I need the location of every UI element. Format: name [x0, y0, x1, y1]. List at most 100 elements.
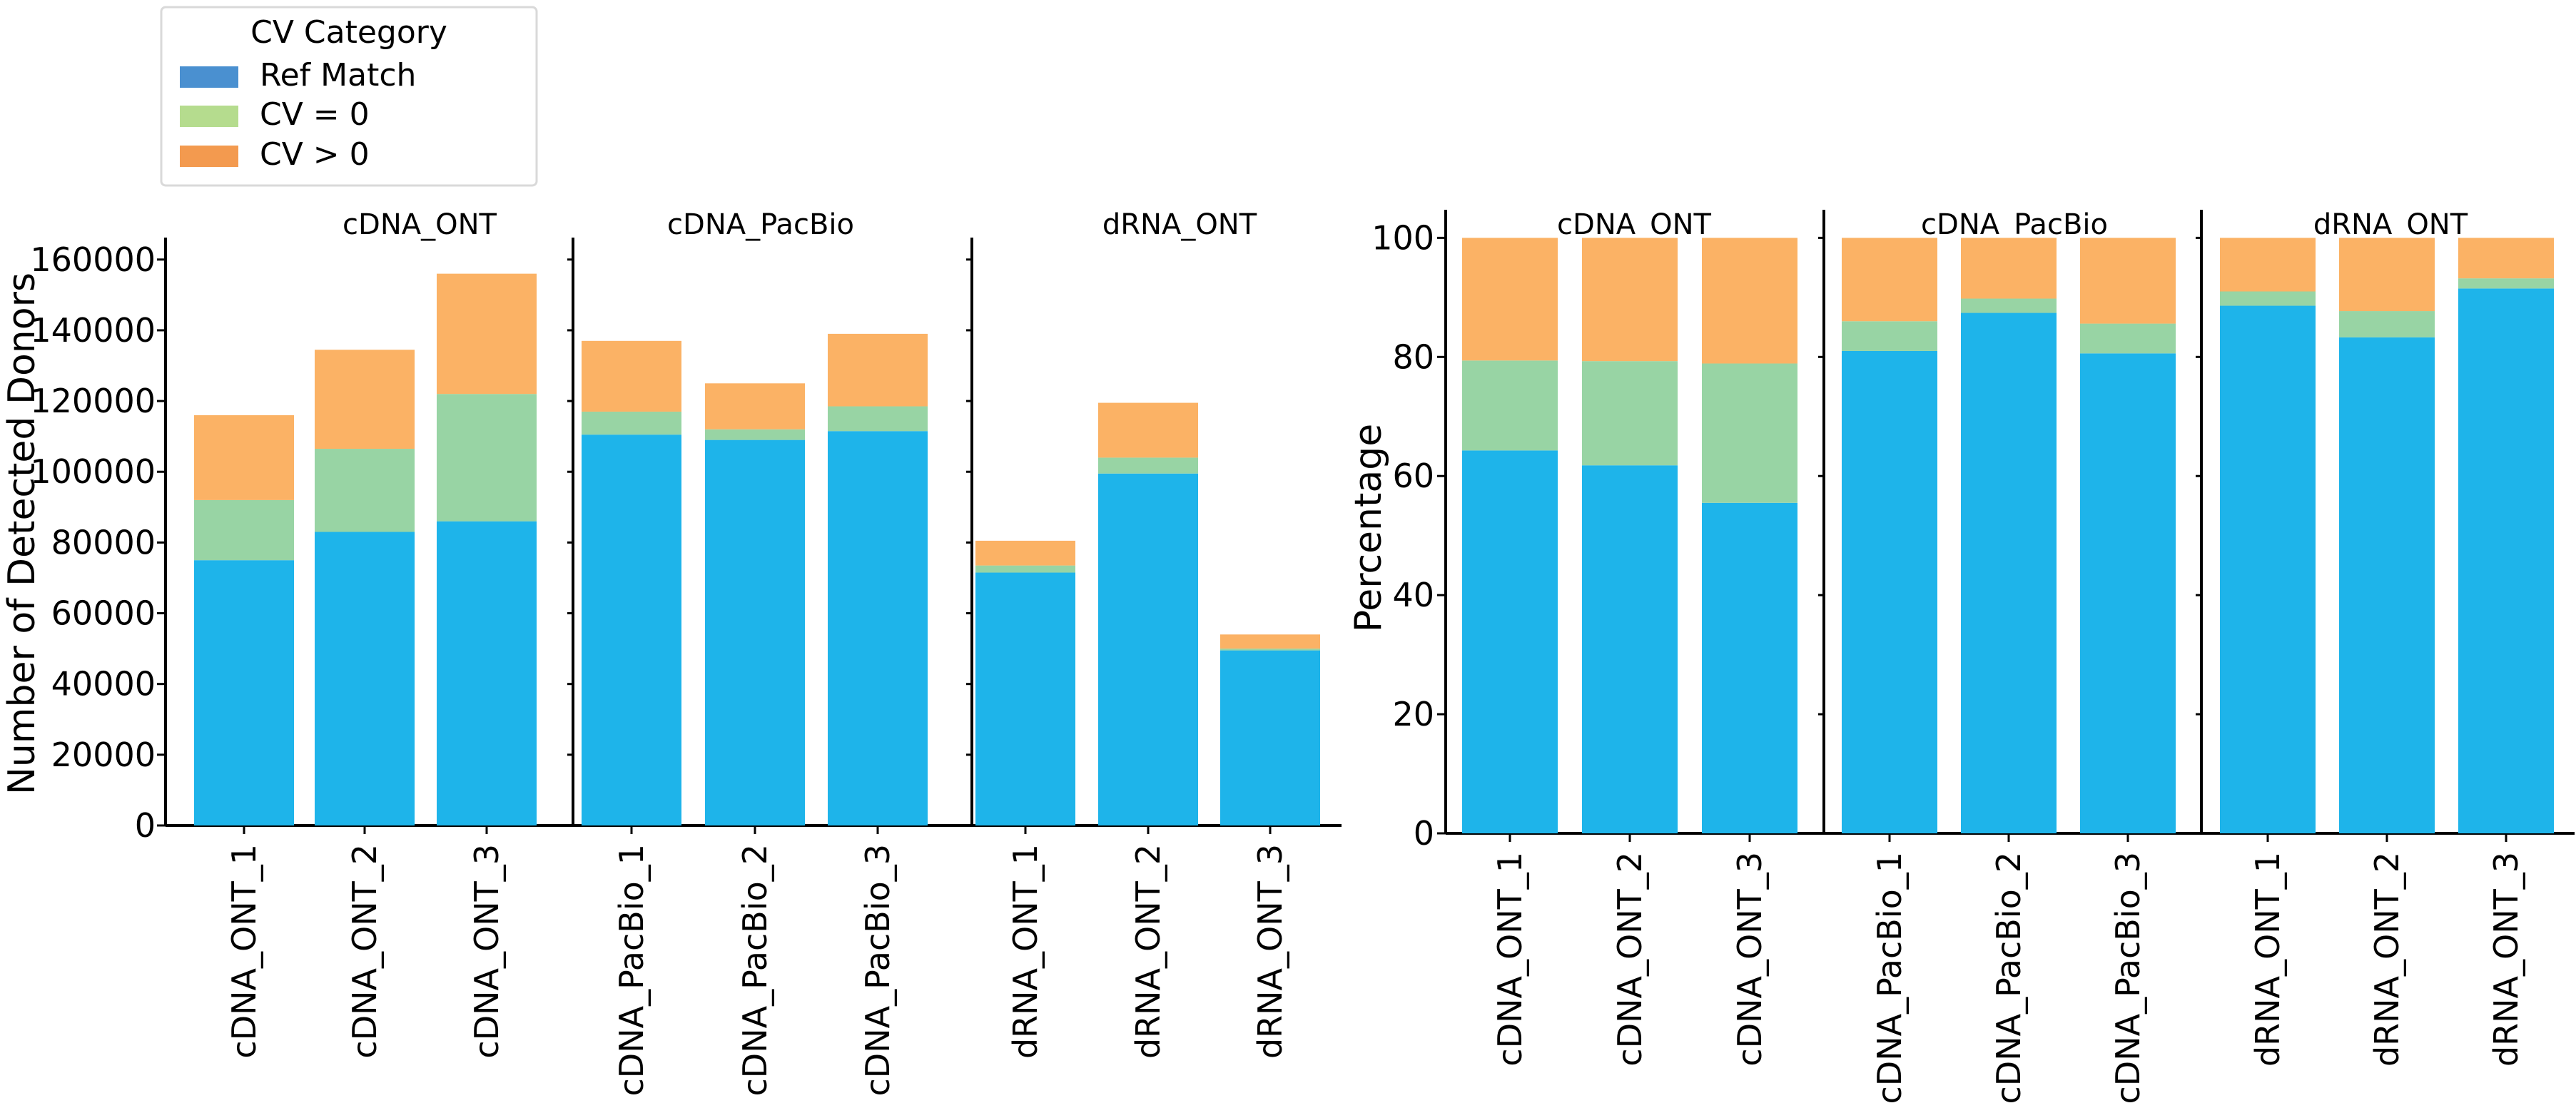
pct-y-tick-label-5: 100 — [1371, 218, 1434, 257]
pct-facet-title-cdna-pacbio: cDNA_PacBio — [1921, 208, 2108, 241]
counts-x-tick-label-drna-ont-1: dRNA_ONT_1 — [1006, 844, 1045, 1059]
pct-y-tick-label-2: 40 — [1392, 576, 1434, 614]
counts-y-tick-label-1: 20000 — [51, 736, 156, 774]
pct-facet-title-drna-ont: dRNA_ONT — [2313, 208, 2468, 241]
counts-y-tick-label-0: 0 — [135, 806, 156, 845]
legend-swatch-ref-match — [180, 66, 238, 88]
counts-bar-drna-ont-2-cv-0 — [1098, 457, 1198, 474]
counts-x-tick-label-cdna-ont-1: cDNA_ONT_1 — [225, 844, 263, 1059]
pct-bar-cdna-pacbio-1-cv-0 — [1842, 238, 1937, 322]
pct-bar-cdna-ont-1-ref-match — [1462, 450, 1558, 833]
pct-x-tick-label-drna-ont-3: dRNA_ONT_3 — [2487, 852, 2525, 1067]
pct-y-tick-label-4: 80 — [1392, 337, 1434, 376]
pct-x-tick-label-drna-ont-2: dRNA_ONT_2 — [2368, 852, 2406, 1067]
counts-y-axis-title: Number of Detected Donors — [1, 273, 44, 795]
counts-facet-title-cdna-pacbio: cDNA_PacBio — [667, 208, 854, 241]
counts-bar-cdna-ont-3-cv-0 — [437, 394, 537, 522]
pct-x-tick-label-cdna-ont-1: cDNA_ONT_1 — [1491, 852, 1529, 1067]
pct-y-tick-label-3: 60 — [1392, 457, 1434, 495]
pct-bar-drna-ont-1-cv-0 — [2220, 238, 2316, 292]
pct-bar-cdna-pacbio-3-ref-match — [2080, 353, 2176, 833]
pct-y-tick-label-0: 0 — [1414, 814, 1434, 853]
counts-x-tick-label-drna-ont-3: dRNA_ONT_3 — [1251, 844, 1289, 1059]
counts-bar-cdna-pacbio-1-ref-match — [582, 434, 681, 825]
counts-bar-cdna-ont-2-ref-match — [315, 532, 415, 825]
counts-bar-cdna-ont-2-cv-0 — [315, 449, 415, 532]
counts-bar-cdna-pacbio-1-cv-0 — [582, 411, 681, 435]
legend-frame — [160, 6, 538, 187]
counts-bar-cdna-pacbio-3-ref-match — [828, 431, 928, 825]
legend-swatch-cv-zero — [180, 106, 238, 127]
pct-bar-cdna-ont-2-ref-match — [1582, 465, 1678, 833]
pct-bar-cdna-pacbio-2-ref-match — [1961, 312, 2057, 833]
panel-detected-donors: 0 20000 40000 60000 80000 100000 120000 140000 1… — [1, 208, 1342, 1097]
legend-entry-cv-positive: CV > 0 — [180, 136, 370, 173]
counts-bar-cdna-ont-2-cv-0 — [315, 350, 415, 449]
counts-y-tick-label-2: 40000 — [51, 665, 156, 703]
counts-bar-drna-ont-1-ref-match — [975, 572, 1075, 825]
counts-bar-drna-ont-2-cv-0 — [1098, 402, 1198, 458]
pct-bar-cdna-ont-3-cv-0 — [1702, 238, 1797, 364]
counts-x-tick-label-cdna-pacbio-3: cDNA_PacBio_3 — [858, 844, 897, 1097]
legend-label-ref-match: Ref Match — [260, 57, 416, 93]
counts-bar-cdna-ont-1-ref-match — [194, 560, 294, 825]
counts-x-tick-label-cdna-ont-3: cDNA_ONT_3 — [467, 844, 506, 1059]
counts-bar-cdna-pacbio-2-ref-match — [705, 439, 805, 825]
pct-bar-drna-ont-2-ref-match — [2339, 337, 2435, 833]
pct-bar-cdna-pacbio-3-cv-0 — [2080, 323, 2176, 354]
pct-bar-cdna-ont-3-cv-0 — [1702, 363, 1797, 503]
pct-bar-cdna-ont-2-cv-0 — [1582, 238, 1678, 362]
counts-x-tick-label-cdna-ont-2: cDNA_ONT_2 — [345, 844, 384, 1059]
counts-y-tick-label-5: 100000 — [30, 452, 156, 491]
counts-bar-drna-ont-1-cv-0 — [975, 565, 1075, 573]
pct-bar-cdna-pacbio-2-cv-0 — [1961, 238, 2057, 299]
pct-bar-drna-ont-2-cv-0 — [2339, 238, 2435, 312]
pct-bar-drna-ont-3-cv-0 — [2458, 238, 2554, 279]
pct-x-tick-label-cdna-pacbio-1: cDNA_PacBio_1 — [1870, 852, 1909, 1104]
counts-y-tick-label-4: 80000 — [51, 523, 156, 561]
pct-bar-drna-ont-1-ref-match — [2220, 305, 2316, 833]
pct-bar-drna-ont-1-cv-0 — [2220, 291, 2316, 306]
counts-facet-title-cdna-ont: cDNA_ONT — [343, 208, 497, 241]
legend-swatch-cv-positive — [180, 146, 238, 167]
counts-y-tick-label-3: 60000 — [51, 594, 156, 633]
legend-entry-ref-match: Ref Match — [180, 57, 416, 93]
counts-bar-cdna-pacbio-2-cv-0 — [705, 383, 805, 430]
pct-bar-cdna-ont-2-cv-0 — [1582, 361, 1678, 466]
counts-bar-drna-ont-3-ref-match — [1220, 650, 1320, 825]
pct-bar-cdna-ont-1-cv-0 — [1462, 238, 1558, 361]
counts-bar-drna-ont-3-cv-0 — [1220, 634, 1320, 649]
pct-bar-cdna-ont-1-cv-0 — [1462, 360, 1558, 451]
pct-y-tick-label-1: 20 — [1392, 695, 1434, 733]
pct-bar-drna-ont-3-cv-0 — [2458, 278, 2554, 289]
counts-y-tick-label-7: 140000 — [30, 311, 156, 350]
counts-y-tick-label-6: 120000 — [30, 382, 156, 420]
pct-x-tick-label-drna-ont-1: dRNA_ONT_1 — [2248, 852, 2287, 1067]
legend-label-cv-zero: CV = 0 — [260, 96, 370, 133]
counts-bar-cdna-pacbio-1-cv-0 — [582, 340, 681, 412]
counts-bar-cdna-pacbio-3-cv-0 — [828, 333, 928, 407]
legend: CV Category Ref Match CV = 0 CV > 0 — [160, 6, 538, 187]
pct-bar-cdna-pacbio-2-cv-0 — [1961, 298, 2057, 313]
pct-bar-cdna-ont-3-ref-match — [1702, 502, 1797, 833]
counts-x-tick-label-cdna-pacbio-2: cDNA_PacBio_2 — [736, 844, 774, 1097]
counts-bar-cdna-ont-3-ref-match — [437, 521, 537, 825]
pct-bar-cdna-pacbio-1-ref-match — [1842, 350, 1937, 833]
pct-bar-drna-ont-2-cv-0 — [2339, 311, 2435, 337]
counts-x-tick-label-drna-ont-2: dRNA_ONT_2 — [1129, 844, 1167, 1059]
legend-entry-cv-zero: CV = 0 — [180, 96, 370, 133]
pct-bar-drna-ont-3-ref-match — [2458, 288, 2554, 834]
counts-bar-cdna-pacbio-3-cv-0 — [828, 406, 928, 432]
counts-bar-cdna-ont-3-cv-0 — [437, 273, 537, 395]
counts-y-tick-label-8: 160000 — [30, 240, 156, 279]
panel-percentage: 0 20 40 60 80 100 Percentage cDNA_ONT cDNA_ONT_1… — [1347, 208, 2575, 1104]
pct-bar-cdna-pacbio-1-cv-0 — [1842, 321, 1937, 351]
counts-bar-cdna-ont-1-cv-0 — [194, 415, 294, 500]
counts-bar-drna-ont-3-cv-0 — [1220, 649, 1320, 651]
pct-x-tick-label-cdna-ont-2: cDNA_ONT_2 — [1611, 852, 1649, 1067]
pct-x-tick-label-cdna-ont-3: cDNA_ONT_3 — [1730, 852, 1769, 1067]
legend-label-cv-positive: CV > 0 — [260, 136, 370, 173]
counts-facet-title-drna-ont: dRNA_ONT — [1102, 208, 1257, 241]
pct-x-tick-label-cdna-pacbio-3: cDNA_PacBio_3 — [2109, 852, 2147, 1104]
